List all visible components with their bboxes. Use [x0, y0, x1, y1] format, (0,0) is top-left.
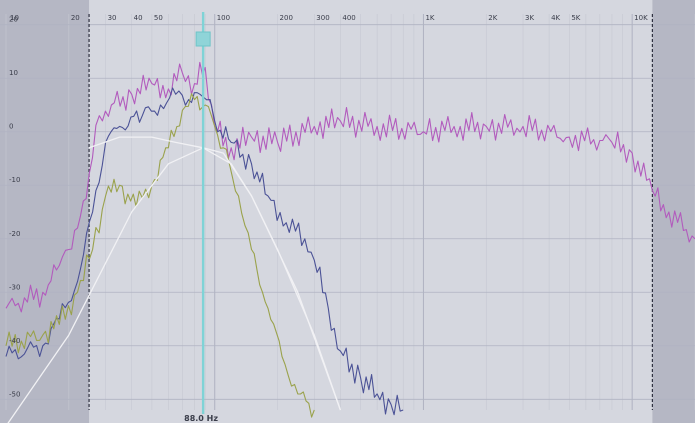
freq-tick-label: 20	[71, 14, 80, 22]
freq-tick-label: 40	[134, 14, 143, 22]
freq-tick-label: 10K	[634, 14, 648, 22]
crossover-handle[interactable]	[195, 31, 211, 47]
freq-tick-label: 3K	[525, 14, 534, 22]
crossover-frequency-readout: 88.0 Hz	[184, 414, 218, 423]
trace-white-4	[88, 136, 342, 411]
freq-tick-label: 1K	[425, 14, 434, 22]
db-tick-label: 10	[9, 69, 18, 77]
freq-tick-label: 30	[108, 14, 117, 22]
major-grid	[0, 14, 695, 410]
freq-tick-label: 400	[342, 14, 355, 22]
db-tick-label: 20	[9, 16, 18, 24]
freq-tick-label: 2K	[488, 14, 497, 22]
db-tick-label: 0	[9, 123, 13, 131]
db-tick-label: -50	[9, 390, 20, 398]
trace-navy-1	[5, 87, 404, 416]
low-cut-region	[0, 0, 90, 423]
frequency-axis-labels: 10 20 30 40 50 100 200 300 400 1K 2K 3K 4K 5K 10K	[10, 14, 648, 22]
freq-tick-label: 300	[316, 14, 329, 22]
db-tick-label: -20	[9, 230, 20, 238]
freq-tick-label: 10	[10, 14, 19, 22]
db-tick-label: -30	[9, 283, 20, 291]
freq-tick-label: 100	[217, 14, 230, 22]
trace-magenta-0	[5, 61, 695, 313]
trace-olive-2	[5, 93, 315, 418]
db-tick-label: -40	[9, 337, 20, 345]
high-cut-region	[652, 0, 695, 423]
freq-tick-label: 5K	[571, 14, 580, 22]
db-tick-label: -10	[9, 176, 20, 184]
freq-tick-label: 200	[280, 14, 293, 22]
band-limit-markers[interactable]	[88, 14, 653, 410]
freq-tick-label: 4K	[551, 14, 560, 22]
freq-tick-label: 50	[154, 14, 163, 22]
